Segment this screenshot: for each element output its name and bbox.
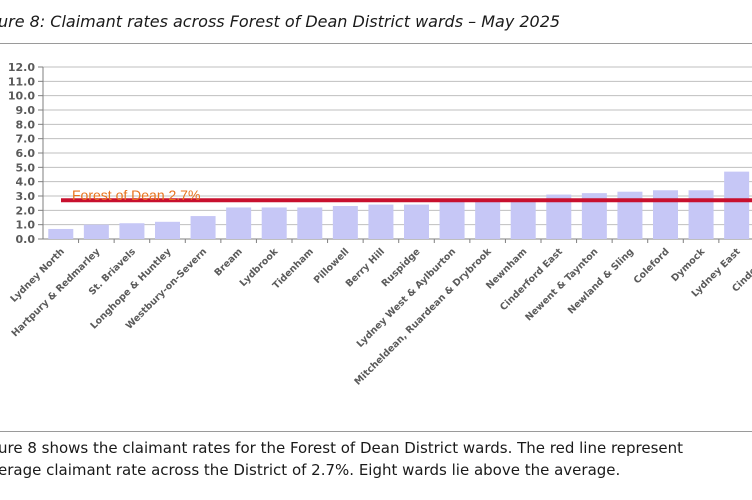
average-reference: Forest of Dean 2.7% — [61, 187, 752, 203]
figure-caption-title: ure 8: Claimant rates across Forest of D… — [0, 12, 561, 31]
bar — [48, 228, 74, 239]
y-tick-label: 7.0 — [16, 133, 36, 146]
y-tick-label: 9.0 — [16, 104, 36, 117]
y-tick-label: 11.0 — [8, 75, 35, 88]
y-tick-label: 0.0 — [16, 233, 36, 246]
bar — [688, 190, 714, 239]
bar — [155, 221, 180, 239]
caption-bottom-rule — [0, 431, 752, 432]
y-tick-label: 6.0 — [16, 147, 36, 160]
bar — [439, 201, 465, 239]
bar — [83, 224, 109, 239]
y-tick-label: 2.0 — [16, 204, 36, 217]
y-tick-label: 4.0 — [16, 176, 36, 189]
bar — [724, 171, 750, 239]
category-label: Cinderford East — [498, 246, 565, 313]
bar — [332, 206, 358, 239]
bar — [261, 207, 287, 239]
figure-description: ure 8 shows the claimant rates for the F… — [0, 437, 752, 481]
category-label: Newland & Sling — [566, 246, 636, 316]
bar — [297, 207, 323, 239]
description-line-1: ure 8 shows the claimant rates for the F… — [0, 439, 684, 457]
y-axis-tick-labels: 0.01.0 2.03.04.0 5.06.07.0 8.09.010.0 11.012… — [8, 61, 35, 246]
category-label: Coleford — [632, 246, 672, 286]
bar — [226, 207, 252, 239]
y-tick-label: 5.0 — [16, 161, 36, 174]
caption-top-rule — [0, 43, 752, 44]
bar — [653, 190, 678, 239]
bar — [368, 204, 394, 239]
bar — [119, 223, 145, 239]
bar — [190, 216, 216, 239]
y-tick-label: 10.0 — [8, 90, 35, 103]
average-label: Forest of Dean 2.7% — [72, 187, 200, 203]
y-tick-label: 3.0 — [16, 190, 36, 203]
chart-gridlines — [43, 66, 752, 226]
description-line-2: erage claimant rate across the District … — [0, 461, 621, 479]
y-tick-label: 1.0 — [16, 219, 36, 232]
bar — [404, 204, 429, 239]
chart-axes — [38, 66, 752, 243]
bar — [475, 201, 501, 239]
y-tick-label: 12.0 — [8, 61, 35, 74]
category-label: Bream — [212, 246, 244, 278]
y-tick-label: 8.0 — [16, 118, 36, 131]
bar — [510, 201, 536, 239]
